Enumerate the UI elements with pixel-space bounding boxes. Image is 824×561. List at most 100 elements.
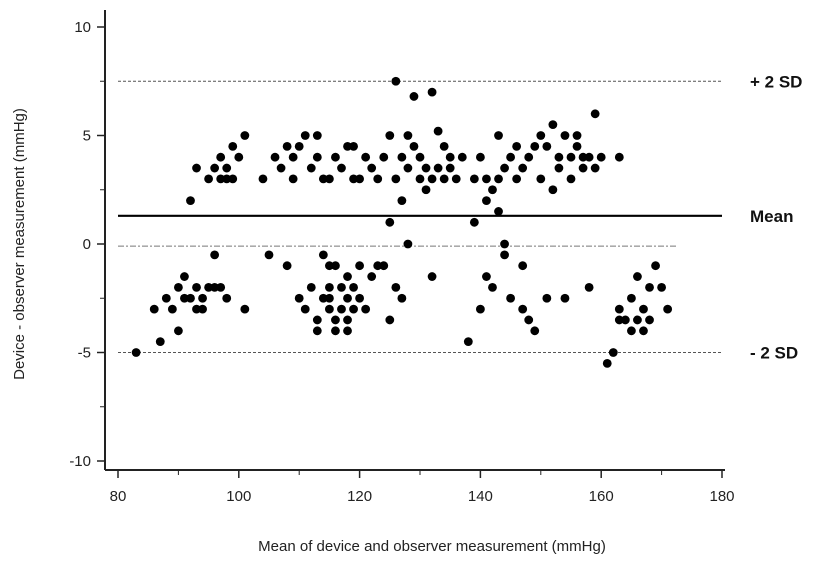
data-point (403, 163, 413, 173)
data-point (186, 293, 195, 303)
data-point (506, 152, 515, 162)
axes (104, 10, 725, 471)
data-point (155, 337, 165, 347)
data-point (180, 272, 189, 281)
data-point (180, 293, 189, 303)
data-point (210, 250, 220, 260)
data-point (192, 304, 201, 314)
data-point (294, 293, 304, 303)
data-point (318, 293, 328, 303)
reference-label-1: Mean (750, 207, 793, 226)
data-point (373, 174, 383, 184)
data-point (524, 315, 534, 325)
data-point (391, 283, 401, 292)
data-point (494, 174, 503, 184)
data-point (554, 152, 564, 162)
data-point (282, 261, 292, 271)
data-point (627, 326, 636, 336)
data-point (325, 304, 334, 314)
data-point (174, 283, 183, 292)
data-point (506, 293, 515, 303)
data-point (566, 152, 576, 162)
data-point (596, 152, 606, 162)
data-point (198, 304, 207, 314)
data-point (500, 163, 509, 173)
data-point (385, 217, 395, 227)
data-point (397, 293, 407, 303)
data-point (312, 131, 322, 140)
data-point (433, 163, 443, 173)
data-point (614, 152, 624, 162)
data-point (379, 152, 389, 162)
data-point (192, 163, 201, 173)
data-point (403, 239, 413, 249)
data-points (131, 76, 673, 368)
data-point (349, 174, 358, 184)
data-point (500, 239, 509, 249)
data-point (427, 272, 437, 281)
data-point (602, 358, 612, 368)
reference-lines (118, 80, 722, 353)
data-point (385, 315, 395, 325)
data-point (258, 174, 268, 184)
data-point (451, 174, 461, 184)
x-tick-label: 100 (226, 488, 251, 505)
data-point (343, 272, 352, 281)
data-point (288, 174, 298, 184)
data-point (530, 326, 540, 336)
x-axis-title: Mean of device and observer measurement … (258, 538, 606, 555)
data-point (325, 283, 334, 292)
data-point (349, 304, 358, 314)
data-point (331, 152, 340, 162)
y-tick-label: 0 (83, 236, 91, 253)
data-point (488, 185, 497, 195)
data-point (627, 293, 636, 303)
data-point (222, 163, 232, 173)
data-point (482, 174, 491, 184)
data-point (536, 174, 546, 184)
y-ticks: -10 -5 0 5 10 (69, 19, 105, 470)
data-point (149, 304, 159, 314)
data-point (469, 174, 479, 184)
data-point (331, 326, 340, 336)
data-point (578, 163, 588, 173)
data-point (312, 152, 322, 162)
data-point (198, 293, 207, 303)
data-point (482, 272, 491, 281)
data-point (216, 283, 226, 292)
data-point (421, 163, 431, 173)
data-point (578, 152, 588, 162)
data-point (325, 261, 334, 271)
data-point (457, 152, 467, 162)
data-point (512, 174, 522, 184)
y-tick-label: 5 (83, 128, 91, 145)
data-point (367, 272, 377, 281)
data-point (131, 348, 141, 357)
data-point (494, 131, 503, 140)
data-point (433, 126, 443, 136)
data-point (391, 76, 401, 86)
data-point (548, 185, 558, 195)
data-point (186, 196, 195, 206)
x-tick-label: 160 (589, 488, 614, 505)
data-point (542, 293, 552, 303)
data-point (337, 163, 346, 173)
data-point (494, 207, 503, 216)
data-point (518, 163, 528, 173)
data-point (590, 163, 600, 173)
data-point (445, 163, 455, 173)
data-point (620, 315, 630, 325)
data-point (645, 283, 654, 292)
data-point (222, 174, 232, 184)
data-point (614, 315, 624, 325)
data-point (518, 304, 528, 314)
data-point (566, 174, 576, 184)
data-point (270, 152, 280, 162)
data-point (343, 141, 352, 151)
data-point (500, 250, 509, 260)
data-point (651, 261, 660, 271)
data-point (476, 304, 485, 314)
data-point (167, 304, 177, 314)
data-point (409, 141, 419, 151)
